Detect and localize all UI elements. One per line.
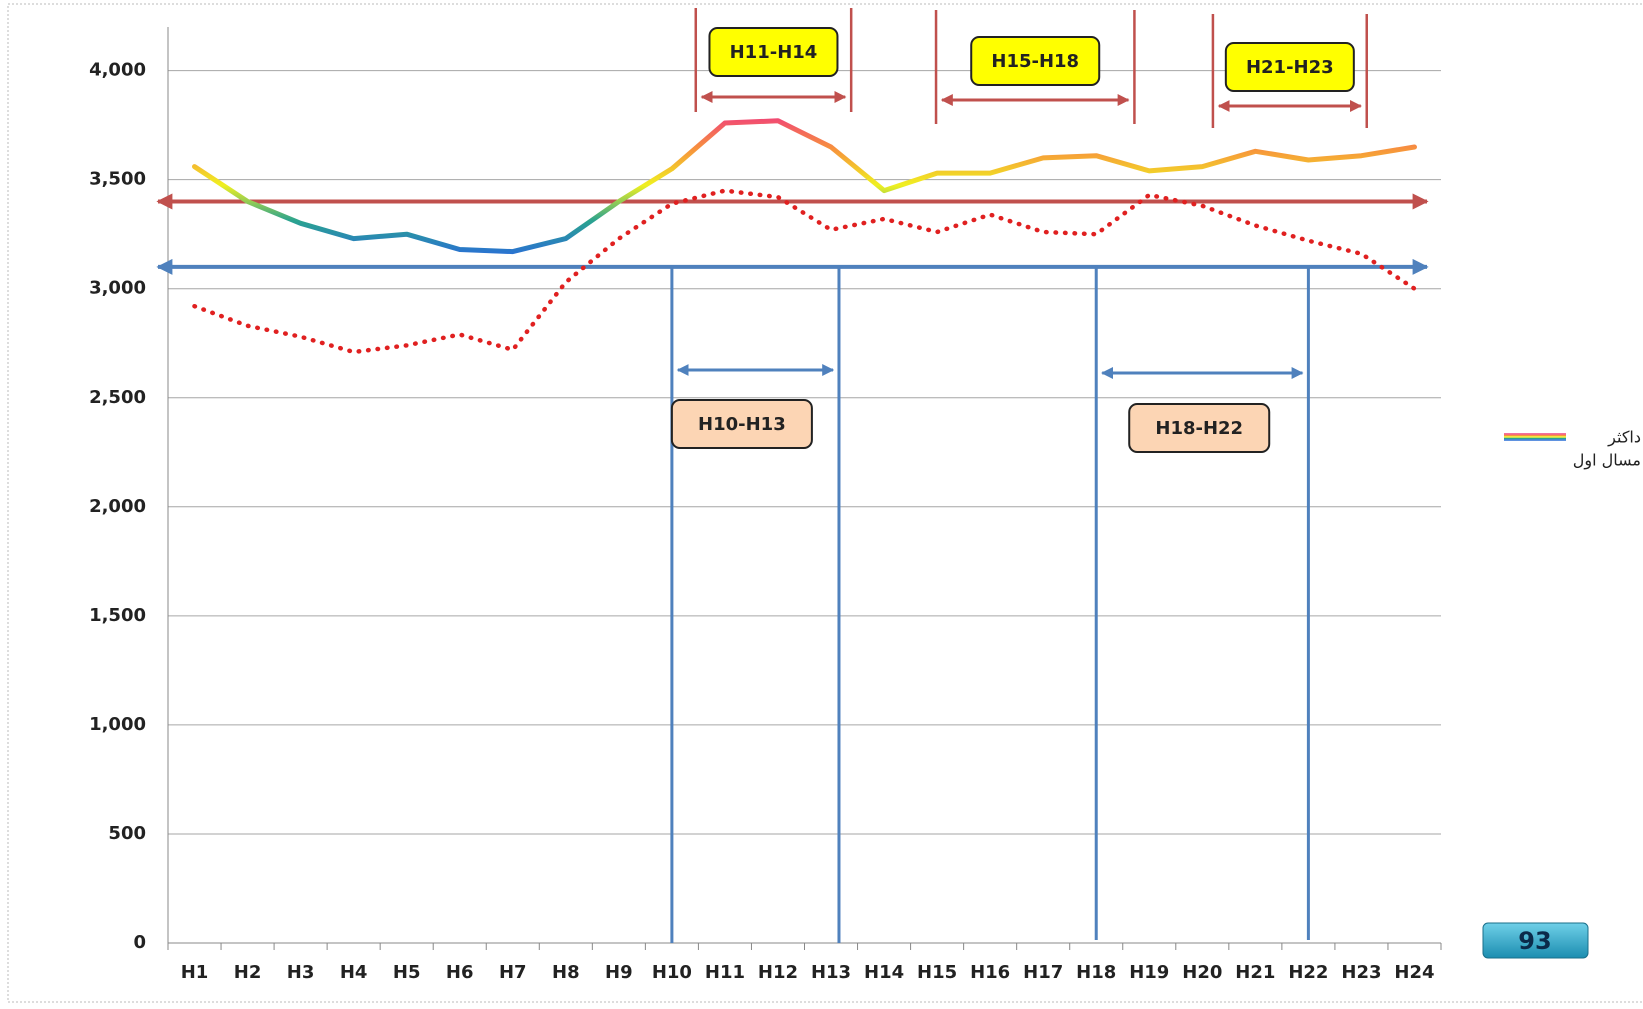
x-tick-label: H15 [917,962,957,983]
range-label: H18-H22 [1155,418,1243,439]
x-tick-label: H9 [605,962,633,983]
x-tick-label: H17 [1023,962,1063,983]
x-tick-label: H8 [552,962,580,983]
x-tick-label: H5 [393,962,421,983]
legend-label: مسال اول [1573,451,1641,471]
y-tick-label: 3,000 [89,278,146,299]
x-tick-label: H11 [705,962,745,983]
series-line [192,118,1417,255]
y-tick-label: 3,500 [89,169,146,190]
range-annotation: H15-H18 [934,10,1136,124]
range-label-box [708,27,839,77]
range-label-box [1128,403,1271,453]
legend-label: داکثر [1607,428,1641,448]
range-label-box [1224,42,1355,92]
x-tick-label: H10 [652,962,692,983]
x-tick-label: H4 [340,962,368,983]
y-tick-label: 2,000 [89,496,146,517]
reference-lines [156,193,1429,275]
x-tick-label: H24 [1394,962,1434,983]
x-tick-label: H12 [758,962,798,983]
series-line [192,188,1417,355]
x-tick-label: H19 [1129,962,1169,983]
x-tick-label: H18 [1076,962,1116,983]
page-badge: 93 [1482,922,1589,959]
range-label-box [970,36,1101,86]
x-tick-label: H21 [1235,962,1275,983]
y-tick-label: 500 [108,823,146,844]
range-annotation: H21-H23 [1211,14,1368,128]
range-annotation: H11-H14 [694,8,853,112]
x-tick-label: H14 [864,962,904,983]
range-label: H15-H18 [991,51,1079,72]
x-tick-label: H3 [287,962,315,983]
range-label: H11-H14 [730,42,818,63]
y-tick-label: 4,000 [89,60,146,81]
x-tick-label: H16 [970,962,1010,983]
y-tick-label: 1,500 [89,605,146,626]
x-tick-label: H22 [1288,962,1328,983]
y-tick-label: 0 [133,932,146,953]
x-tick-label: H23 [1341,962,1381,983]
x-tick-label: H7 [499,962,527,983]
x-tick-label: H20 [1182,962,1222,983]
range-annotation: H10-H13 [670,267,841,943]
y-tick-label: 2,500 [89,387,146,408]
x-tick-label: H13 [811,962,851,983]
y-tick-label: 1,000 [89,714,146,735]
range-label: H10-H13 [698,414,786,435]
badge-box [1482,922,1589,959]
x-tick-label: H1 [181,962,209,983]
range-label-box [670,399,813,449]
x-tick-label: H6 [446,962,474,983]
x-tick-label: H2 [234,962,262,983]
frame [7,3,1643,1003]
range-annotation: H18-H22 [1094,267,1310,940]
range-label: H21-H23 [1246,57,1334,78]
badge-text: 93 [1518,927,1551,955]
